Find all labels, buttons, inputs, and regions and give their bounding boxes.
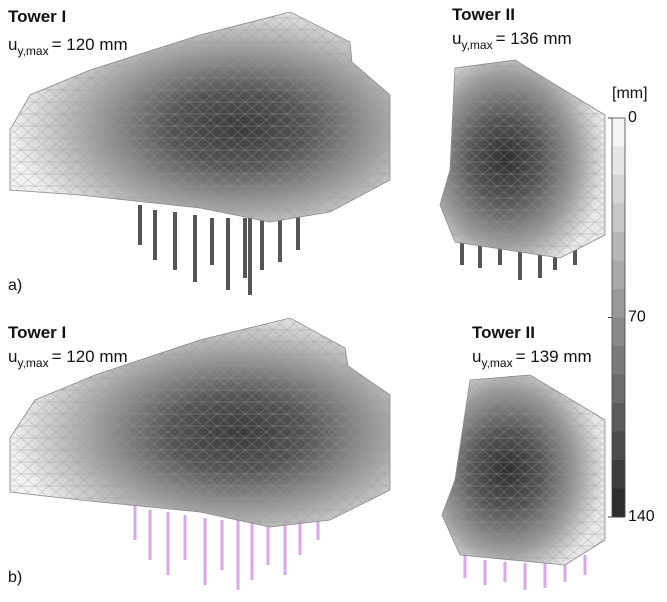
max-displacement: uy,max= 120 mm [8, 347, 128, 370]
colorbar-band [612, 175, 625, 204]
colorbar-band [612, 147, 625, 176]
panel-b: Tower I uy,max= 120 mm Tower II uy,max= … [8, 318, 605, 590]
colorbar-band [612, 432, 625, 461]
figure: Tower I uy,max= 120 mm Tower II uy,max= … [0, 0, 667, 597]
colorbar-band [612, 403, 625, 432]
colorbar-band [612, 489, 625, 518]
tower-title: Tower II [472, 323, 535, 342]
panel-a: Tower I uy,max= 120 mm Tower II uy,max= … [8, 5, 605, 295]
colorbar: [mm] 0 70 140 [608, 85, 655, 525]
max-displacement: uy,max= 139 mm [472, 347, 592, 370]
colorbar-band [612, 318, 625, 347]
tower-2-mesh [440, 60, 605, 258]
max-displacement: uy,max= 136 mm [452, 29, 572, 52]
colorbar-tick-label: 140 [628, 508, 655, 525]
colorbar-tick-label: 70 [628, 309, 646, 326]
colorbar-unit: [mm] [612, 85, 648, 102]
colorbar-band [612, 204, 625, 233]
tower-title: Tower I [8, 7, 66, 26]
tower-title: Tower II [452, 5, 515, 24]
colorbar-band [612, 460, 625, 489]
max-displacement: uy,max= 120 mm [8, 35, 128, 58]
colorbar-band [612, 289, 625, 318]
panel-label: a) [8, 277, 22, 294]
colorbar-tick-label: 0 [628, 109, 637, 126]
colorbar-band [612, 118, 625, 147]
colorbar-band [612, 375, 625, 404]
tower-title: Tower I [8, 323, 66, 342]
colorbar-band [612, 346, 625, 375]
colorbar-band [612, 261, 625, 290]
colorbar-band [612, 232, 625, 261]
panel-label: b) [8, 569, 22, 586]
